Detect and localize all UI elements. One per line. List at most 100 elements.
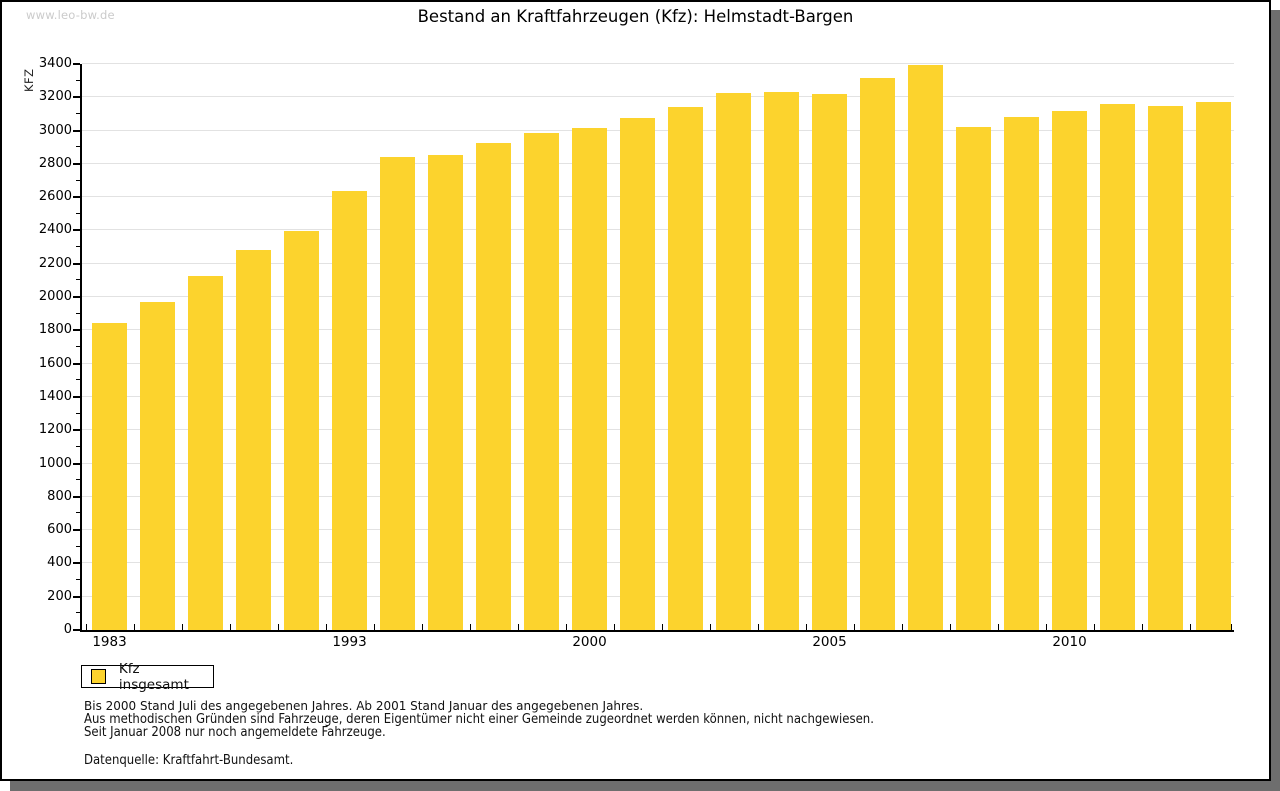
gridline-3200	[82, 96, 1234, 98]
y-axis-label-0: 0	[63, 622, 72, 637]
bar-2002	[668, 107, 703, 630]
x-tick-10	[565, 624, 567, 630]
y-axis-label-3200: 3200	[38, 89, 72, 105]
chart-plot: 0 200 400 600 800 1000 1200 1400 1600 1800 2000 220…	[39, 56, 1234, 650]
y-axis-label-1400: 1400	[38, 388, 72, 404]
y-minor-tick-1300	[76, 412, 80, 414]
bar-2013	[1196, 102, 1231, 630]
y-minor-tick-2100	[76, 279, 80, 281]
x-tick-1	[133, 624, 135, 630]
y-axis-label-3400: 3400	[38, 56, 72, 71]
x-tick-19	[997, 624, 999, 630]
x-axis-label-2005: 2005	[812, 634, 847, 650]
legend: Kfz insgesamt	[81, 661, 214, 693]
legend-label: Kfz insgesamt	[118, 660, 189, 693]
y-tick-3000	[73, 129, 80, 132]
y-axis-label-2200: 2200	[38, 255, 72, 271]
y-axis-label-1600: 1600	[38, 355, 72, 371]
gridline-1600	[82, 362, 1234, 364]
gridline-1400	[82, 395, 1234, 397]
y-axis-label-2600: 2600	[38, 189, 72, 205]
y-axis-label-200: 200	[47, 588, 72, 604]
bar-1985	[140, 302, 175, 630]
y-tick-800	[73, 495, 80, 498]
y-axis-label-400: 400	[47, 555, 72, 571]
gridline-1800	[82, 329, 1234, 331]
y-tick-2800	[73, 162, 80, 165]
gridline-2200	[82, 262, 1234, 264]
footnote-line-3: Seit Januar 2008 nur noch angemeldete Fa…	[84, 725, 386, 740]
y-minor-tick-1700	[76, 346, 80, 347]
x-tick-24	[1231, 624, 1232, 630]
bar-2001	[620, 118, 655, 630]
x-tick-15	[805, 624, 807, 630]
x-tick-18	[949, 624, 951, 630]
footnote-source: Datenquelle: Kraftfahrt-Bundesamt.	[84, 753, 294, 768]
x-axis-label-2010: 2010	[1052, 634, 1087, 650]
y-tick-0	[73, 629, 80, 631]
bar-2007	[908, 64, 943, 630]
y-axis-label-2400: 2400	[38, 222, 72, 238]
y-axis-label-2800: 2800	[38, 155, 72, 171]
bar-2004	[764, 92, 799, 630]
legend-swatch	[91, 669, 106, 684]
x-tick-13	[709, 624, 711, 630]
y-minor-tick-900	[76, 479, 80, 481]
y-minor-tick-3100	[76, 112, 80, 114]
bar-1991	[284, 231, 319, 630]
x-tick-0	[85, 624, 87, 630]
y-tick-600	[73, 529, 80, 532]
bar-2009	[1004, 117, 1039, 630]
bar-2006	[860, 78, 895, 630]
y-axis-label-600: 600	[47, 522, 72, 538]
bar-2008	[956, 127, 991, 630]
x-axis-label-2000: 2000	[572, 634, 607, 650]
y-tick-1800	[73, 329, 80, 332]
y-tick-1200	[73, 429, 80, 432]
x-tick-4	[277, 624, 279, 630]
y-minor-tick-2900	[76, 146, 80, 148]
gridline-1000	[82, 462, 1234, 464]
x-tick-20	[1045, 624, 1047, 630]
y-tick-2600	[73, 196, 80, 199]
y-minor-tick-100	[76, 612, 80, 614]
page-title: Bestand an Kraftfahrzeugen (Kfz): Helmst…	[417, 7, 854, 26]
y-minor-tick-1900	[76, 312, 80, 314]
x-tick-8	[469, 624, 471, 630]
bar-2005	[812, 93, 847, 630]
gridline-2800	[82, 162, 1234, 164]
y-minor-tick-1100	[76, 445, 80, 447]
y-tick-2200	[73, 262, 80, 265]
x-tick-16	[853, 624, 855, 630]
y-minor-tick-2700	[76, 179, 80, 181]
bar-1997	[428, 154, 463, 630]
bar-2012	[1148, 105, 1183, 630]
x-tick-2	[181, 624, 183, 630]
bar-1999	[524, 133, 559, 630]
bar-1995	[380, 157, 415, 630]
y-axis-label-1800: 1800	[38, 322, 72, 338]
y-minor-tick-2500	[76, 212, 80, 214]
x-tick-14	[757, 624, 759, 630]
x-tick-6	[373, 624, 375, 630]
gridline-2000	[82, 296, 1234, 298]
gridline-2600	[82, 196, 1234, 198]
y-tick-2400	[73, 229, 80, 232]
page-shadow-bottom	[10, 781, 1280, 791]
footnote-line-2: Aus methodischen Gründen sind Fahrzeuge,…	[84, 712, 874, 727]
y-minor-tick-500	[76, 545, 80, 547]
x-tick-22	[1141, 624, 1143, 630]
gridline-600	[82, 529, 1234, 531]
x-tick-23	[1189, 624, 1191, 630]
y-axis-label-1000: 1000	[38, 455, 72, 471]
x-tick-21	[1093, 624, 1095, 630]
gridline-3000	[82, 129, 1234, 131]
footnote-line-1: Bis 2000 Stand Juli des angegebenen Jahr…	[84, 699, 644, 713]
x-axis-label-1993: 1993	[332, 634, 367, 650]
x-tick-17	[901, 624, 903, 630]
gridline-200	[82, 595, 1234, 597]
page-shadow-right	[1271, 10, 1280, 791]
gridline-800	[82, 495, 1234, 497]
y-minor-tick-1500	[76, 379, 80, 381]
